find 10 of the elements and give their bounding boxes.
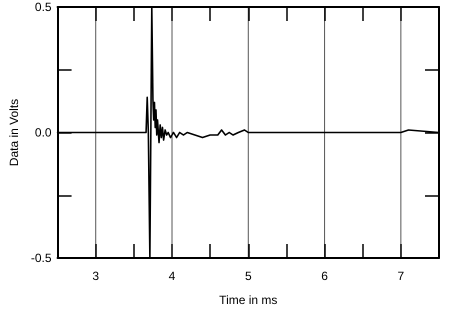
x-tick-label: 3 (92, 269, 100, 283)
y-tick-label: 0.5 (34, 0, 52, 14)
x-tick-label: 7 (398, 269, 405, 283)
x-tick-label: 6 (321, 269, 328, 283)
x-axis-title: Time in ms (219, 293, 278, 307)
x-tick-label: 5 (244, 269, 252, 283)
y-tick-label: 0.0 (34, 126, 52, 140)
y-axis-title: Data in Volts (7, 98, 21, 166)
x-tick-label: 4 (168, 269, 176, 283)
y-tick-label: -0.5 (30, 251, 52, 265)
